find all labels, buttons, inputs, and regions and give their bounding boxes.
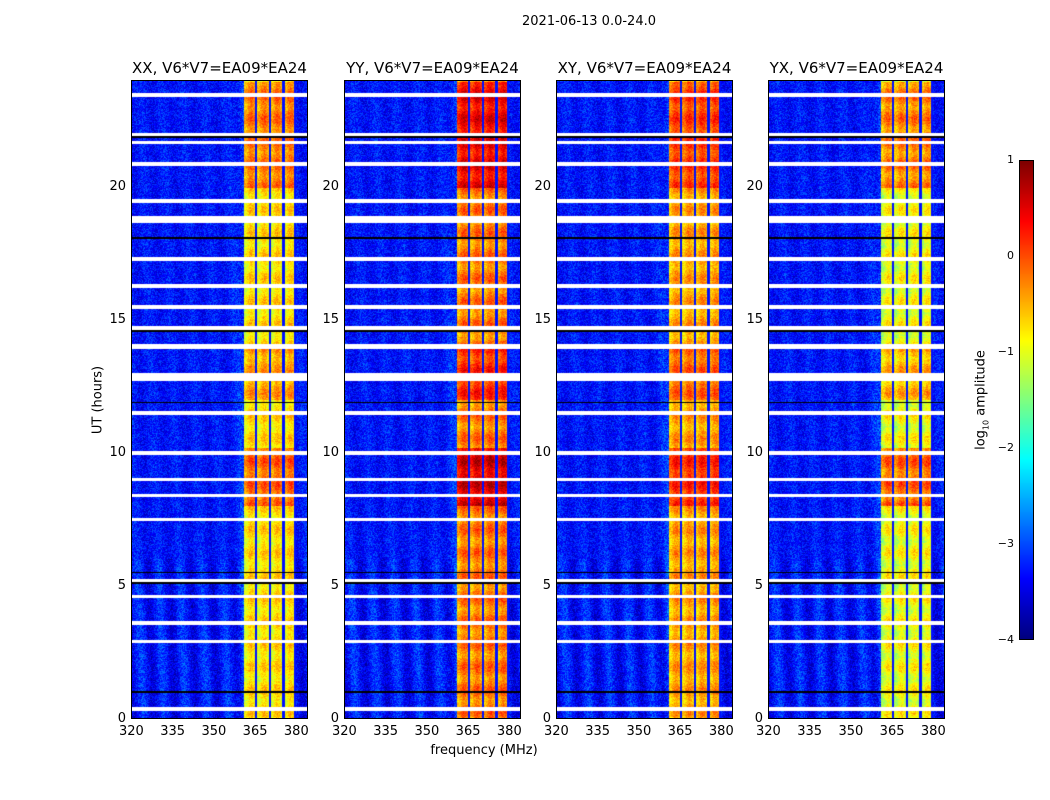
colorbar-tick-label: 1 xyxy=(1007,153,1014,166)
x-tick-label: 320 xyxy=(544,724,569,739)
x-tick-label: 320 xyxy=(332,724,357,739)
y-tick-label: 10 xyxy=(746,444,763,460)
colorbar-tick-label: −4 xyxy=(997,633,1014,646)
x-tick-label: 380 xyxy=(708,724,734,739)
panel-title: XX, V6*V7=EA09*EA24 xyxy=(132,59,307,77)
x-tick-label: 350 xyxy=(838,724,864,739)
x-tick-label: 380 xyxy=(496,724,522,739)
heatmap-panel xyxy=(131,80,308,719)
x-tick-label: 365 xyxy=(879,724,905,739)
x-axis-label: frequency (MHz) xyxy=(430,743,538,758)
y-tick-label: 20 xyxy=(322,178,339,194)
x-tick-label: 365 xyxy=(667,724,693,739)
colorbar-label: log10 amplitude xyxy=(973,350,991,450)
y-tick-label: 15 xyxy=(534,311,551,327)
colorbar xyxy=(1019,160,1034,640)
colorbar-tick-label: −3 xyxy=(997,537,1014,550)
panel-title: XY, V6*V7=EA09*EA24 xyxy=(557,59,732,77)
y-tick-label: 20 xyxy=(109,178,126,194)
x-tick-label: 320 xyxy=(756,724,781,739)
x-tick-label: 380 xyxy=(920,724,946,739)
heatmap-image xyxy=(132,81,307,718)
y-tick-label: 5 xyxy=(330,577,339,593)
heatmap-image xyxy=(557,81,732,718)
x-tick-label: 335 xyxy=(373,724,399,739)
x-tick-label: 335 xyxy=(585,724,611,739)
y-tick-label: 0 xyxy=(330,711,339,726)
colorbar-tick-label: −2 xyxy=(997,441,1014,454)
y-tick-label: 5 xyxy=(754,577,763,593)
y-tick-label: 10 xyxy=(109,444,126,460)
x-tick-label: 350 xyxy=(414,724,440,739)
y-tick-label: 5 xyxy=(542,577,551,593)
panel-title: YX, V6*V7=EA09*EA24 xyxy=(769,59,944,77)
colorbar-tick-label: −1 xyxy=(997,345,1014,358)
heatmap-panel xyxy=(768,80,945,719)
y-tick-label: 0 xyxy=(754,711,763,726)
y-tick-label: 15 xyxy=(109,311,126,327)
y-tick-label: 15 xyxy=(746,311,763,327)
y-tick-label: 15 xyxy=(322,311,339,327)
y-tick-label: 0 xyxy=(117,711,126,726)
y-axis-label: UT (hours) xyxy=(90,365,106,435)
x-tick-label: 365 xyxy=(242,724,268,739)
x-tick-label: 335 xyxy=(160,724,186,739)
x-tick-label: 320 xyxy=(119,724,144,739)
y-tick-label: 10 xyxy=(322,444,339,460)
heatmap-image xyxy=(769,81,944,718)
panel-title: YY, V6*V7=EA09*EA24 xyxy=(346,59,519,77)
heatmap-image xyxy=(345,81,520,718)
figure-title: 2021-06-13 0.0-24.0 xyxy=(522,14,656,29)
heatmap-panel xyxy=(556,80,733,719)
y-tick-label: 10 xyxy=(534,444,551,460)
x-tick-label: 350 xyxy=(201,724,227,739)
x-tick-label: 380 xyxy=(283,724,309,739)
y-tick-label: 5 xyxy=(117,577,126,593)
heatmap-panel xyxy=(344,80,521,719)
x-tick-label: 335 xyxy=(797,724,823,739)
y-tick-label: 0 xyxy=(542,711,551,726)
x-tick-label: 365 xyxy=(455,724,481,739)
x-tick-label: 350 xyxy=(626,724,652,739)
colorbar-tick-label: 0 xyxy=(1007,249,1014,262)
y-tick-label: 20 xyxy=(746,178,763,194)
y-tick-label: 20 xyxy=(534,178,551,194)
